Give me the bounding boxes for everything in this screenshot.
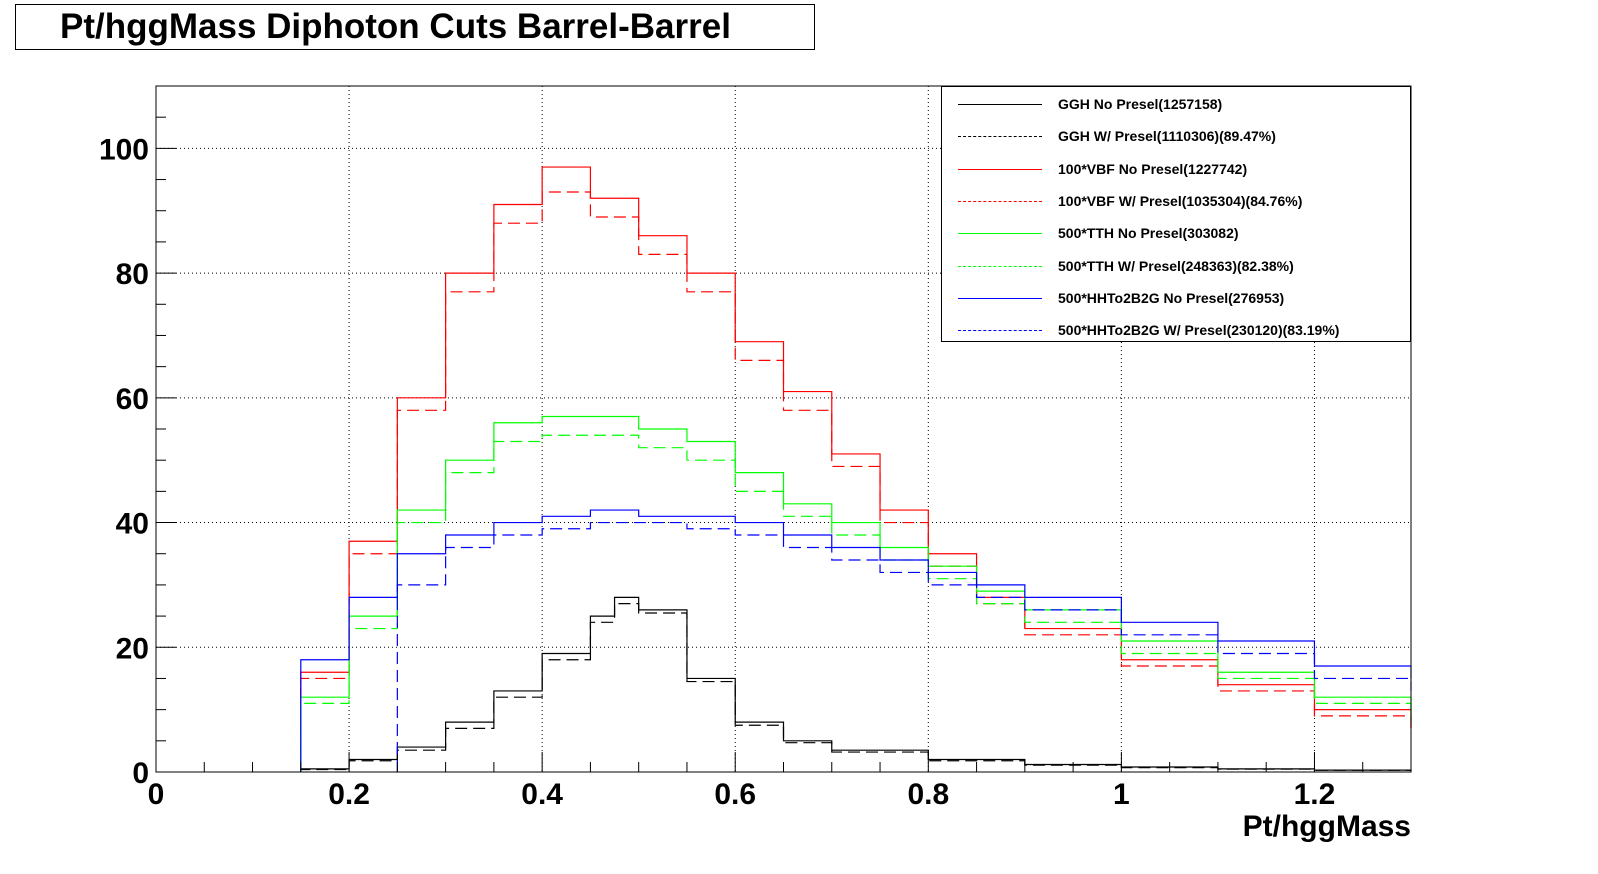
- legend-swatch: [958, 297, 1042, 299]
- legend-entry: GGH W/ Presel(1110306)(89.47%): [942, 121, 1410, 153]
- x-tick-label: 0.8: [907, 778, 949, 811]
- legend-swatch: [958, 136, 1042, 138]
- legend-label: GGH No Presel(1257158): [1058, 96, 1223, 112]
- series-line: [300, 603, 1412, 772]
- series-layer: [300, 166, 1412, 772]
- legend-swatch: [958, 168, 1042, 170]
- legend-label: 500*HHTo2B2G No Presel(276953): [1058, 289, 1285, 306]
- legend-swatch: [958, 104, 1042, 105]
- legend-entry: 500*TTH W/ Presel(248363)(82.38%): [942, 251, 1410, 283]
- legend: GGH No Presel(1257158) GGH W/ Presel(1110…: [941, 86, 1411, 342]
- legend-swatch: [958, 330, 1042, 332]
- legend-label: GGH W/ Presel(1110306)(89.47%): [1058, 128, 1276, 145]
- legend-entry: 100*VBF W/ Presel(1035304)(84.76%): [942, 186, 1410, 218]
- chart-title-text: Pt/hggMass Diphoton Cuts Barrel-Barrel: [60, 7, 731, 46]
- legend-entry: 500*HHTo2B2G No Presel(276953): [942, 283, 1410, 315]
- series-line: [300, 509, 1412, 772]
- y-tick-label: 20: [116, 632, 149, 665]
- legend-label: 500*TTH W/ Presel(248363)(82.38%): [1058, 257, 1294, 274]
- y-tick-label: 100: [99, 133, 149, 166]
- x-tick-label: 0.2: [328, 778, 370, 811]
- x-tick-label: 1.2: [1294, 778, 1336, 811]
- legend-label: 100*VBF No Presel(1227742): [1058, 160, 1248, 177]
- legend-entry: 500*HHTo2B2G W/ Presel(230120)(83.19%): [942, 315, 1410, 347]
- x-tick-labels: 0 0.2 0.4 0.6 0.8 1 1.2: [148, 778, 1336, 811]
- legend-entry: 100*VBF No Presel(1227742): [942, 154, 1410, 186]
- y-tick-label: 40: [116, 508, 149, 541]
- chart-title: Pt/hggMass Diphoton Cuts Barrel-Barrel: [15, 4, 815, 50]
- legend-label: 500*TTH No Presel(303082): [1058, 225, 1239, 242]
- legend-swatch: [958, 265, 1042, 267]
- y-tick-labels: 0 20 40 60 80 100: [99, 133, 149, 790]
- series-line: [300, 434, 1412, 772]
- x-tick-label: 0.4: [521, 778, 563, 811]
- axis-ticks: [155, 85, 1364, 773]
- x-tick-label: 1: [1113, 778, 1130, 811]
- legend-swatch: [958, 200, 1042, 202]
- x-tick-label: 0.6: [714, 778, 756, 811]
- y-tick-label: 60: [116, 383, 149, 416]
- legend-entry: GGH No Presel(1257158): [942, 89, 1410, 121]
- legend-label: 500*HHTo2B2G W/ Presel(230120)(83.19%): [1058, 322, 1340, 339]
- legend-swatch: [958, 233, 1042, 235]
- legend-entry: 500*TTH No Presel(303082): [942, 218, 1410, 250]
- legend-label: 100*VBF W/ Presel(1035304)(84.76%): [1058, 192, 1303, 209]
- x-tick-label: 0: [148, 778, 165, 811]
- y-tick-label: 80: [116, 258, 149, 291]
- series-line: [300, 415, 1412, 772]
- x-axis-label: Pt/hggMass: [1243, 810, 1411, 843]
- y-tick-label: 0: [132, 757, 149, 790]
- series-line: [396, 521, 1412, 772]
